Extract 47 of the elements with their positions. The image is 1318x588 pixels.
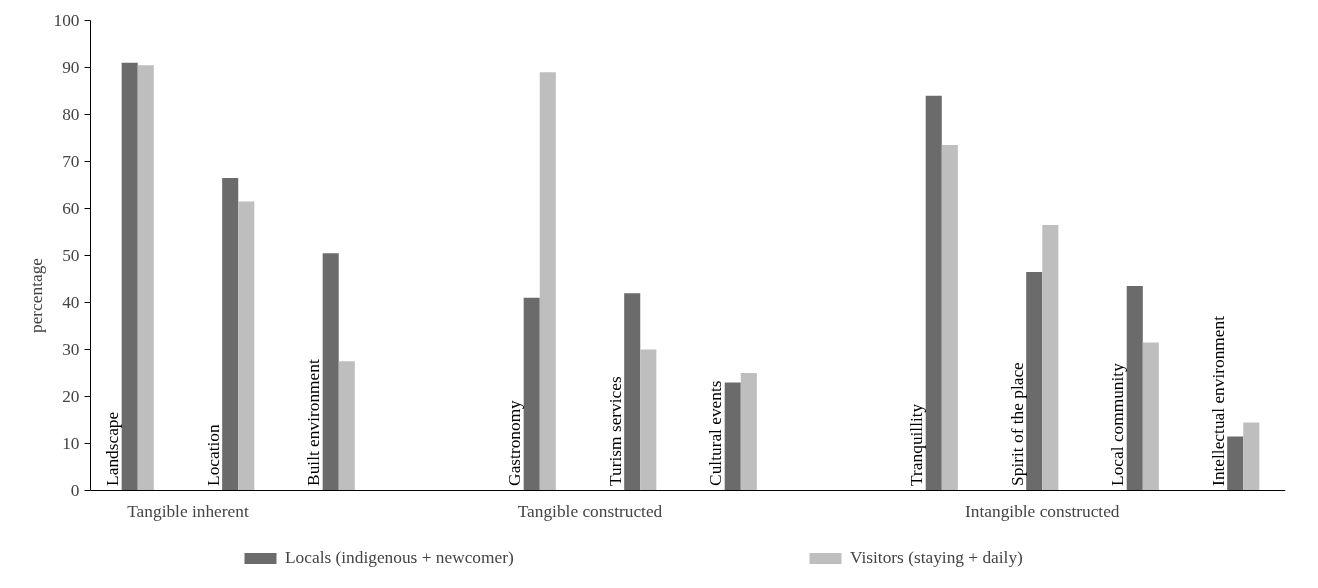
x-tick-label: Built environment (304, 359, 324, 486)
bar (724, 382, 741, 491)
bar (1026, 272, 1043, 491)
x-tick-label: Local community (1108, 362, 1128, 486)
y-tick-label: 20 (62, 387, 80, 407)
bar (1142, 342, 1159, 491)
y-tick-label: 0 (70, 481, 80, 501)
x-tick-label: Turism services (605, 376, 625, 486)
y-axis-title: percentage (26, 257, 46, 334)
y-tick-label: 50 (62, 246, 80, 266)
bar (523, 297, 540, 491)
bar (740, 373, 757, 491)
x-tick-label: Intellectual environment (1208, 315, 1228, 486)
y-tick-label: 80 (62, 105, 80, 125)
x-tick-label: Tranquillity (907, 403, 927, 486)
bar (1227, 436, 1244, 491)
text: Intangible constructed (965, 501, 1120, 521)
bar (925, 95, 942, 491)
bar (539, 72, 556, 491)
bar (121, 62, 138, 491)
text: Tangible inherent (127, 501, 249, 521)
x-tick-label: Cultural events (706, 380, 726, 486)
x-tick-label: Spirit of the place (1007, 361, 1027, 486)
bar (624, 293, 641, 491)
y-tick-label: 10 (62, 434, 80, 454)
bar (137, 65, 154, 491)
bar (322, 253, 339, 491)
x-tick-label: Landscape (103, 411, 123, 486)
x-tick-label: Location (203, 423, 223, 486)
bar (238, 201, 255, 491)
bar (338, 361, 355, 491)
text: Tangible constructed (517, 501, 663, 521)
bar (640, 349, 657, 491)
y-tick-label: 90 (62, 58, 80, 78)
y-tick-label: 30 (62, 340, 80, 360)
bar (941, 145, 958, 491)
y-tick-label: 100 (53, 11, 80, 30)
bar (1042, 224, 1059, 491)
x-tick-label: Gastronomy (505, 399, 525, 486)
y-tick-label: 70 (62, 152, 80, 172)
y-tick-label: 40 (62, 293, 80, 313)
bar (1243, 422, 1260, 491)
legend-label: Visitors (staying + daily) (850, 548, 1024, 568)
bar (1126, 286, 1143, 491)
legend-label: Locals (indigenous + newcomer) (285, 548, 515, 568)
bar (222, 177, 239, 491)
y-tick-label: 60 (62, 199, 80, 219)
